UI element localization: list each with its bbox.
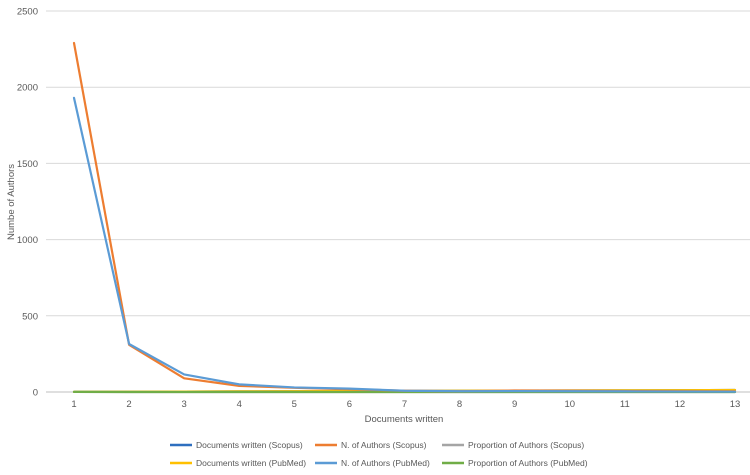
legend-label: Documents written (Scopus) [196, 440, 303, 450]
x-tick-label: 6 [347, 399, 352, 410]
x-tick-label: 4 [237, 399, 242, 410]
x-axis-title: Documents written [365, 414, 444, 425]
legend-label: N. of Authors (Scopus) [341, 440, 427, 450]
y-axis-ticks: 0 500 1000 1500 2000 2500 [17, 7, 38, 399]
legend: Documents written (Scopus) N. of Authors … [170, 440, 588, 468]
x-tick-label: 3 [182, 399, 187, 410]
x-tick-label: 9 [512, 399, 517, 410]
x-tick-label: 11 [620, 399, 630, 410]
y-axis-title: Numbe of Authors [6, 164, 17, 240]
x-tick-label: 2 [126, 399, 131, 410]
x-tick-label: 8 [457, 399, 462, 410]
y-tick-label: 2000 [17, 83, 38, 94]
x-tick-label: 7 [402, 399, 407, 410]
series-line-n-of-authors-scopus [72, 41, 737, 393]
y-tick-label: 2500 [17, 7, 38, 18]
y-tick-label: 0 [33, 388, 38, 399]
x-axis-ticks: 1 2 3 4 5 6 7 8 9 10 11 12 13 [71, 399, 740, 410]
legend-label: Proportion of Authors (PubMed) [468, 458, 588, 468]
legend-label: Proportion of Authors (Scopus) [468, 440, 584, 450]
y-tick-label: 1000 [17, 235, 38, 246]
series-line-n-of-authors-pubmed [72, 96, 737, 393]
y-tick-label: 500 [22, 311, 38, 322]
x-tick-label: 5 [292, 399, 297, 410]
gridlines [46, 10, 750, 393]
series-lines [72, 41, 737, 394]
legend-label: N. of Authors (PubMed) [341, 458, 430, 468]
legend-label: Documents written (PubMed) [196, 458, 306, 468]
x-tick-label: 10 [564, 399, 575, 410]
x-tick-label: 1 [71, 399, 76, 410]
x-tick-label: 12 [675, 399, 686, 410]
x-tick-label: 13 [730, 399, 741, 410]
y-tick-label: 1500 [17, 159, 38, 170]
